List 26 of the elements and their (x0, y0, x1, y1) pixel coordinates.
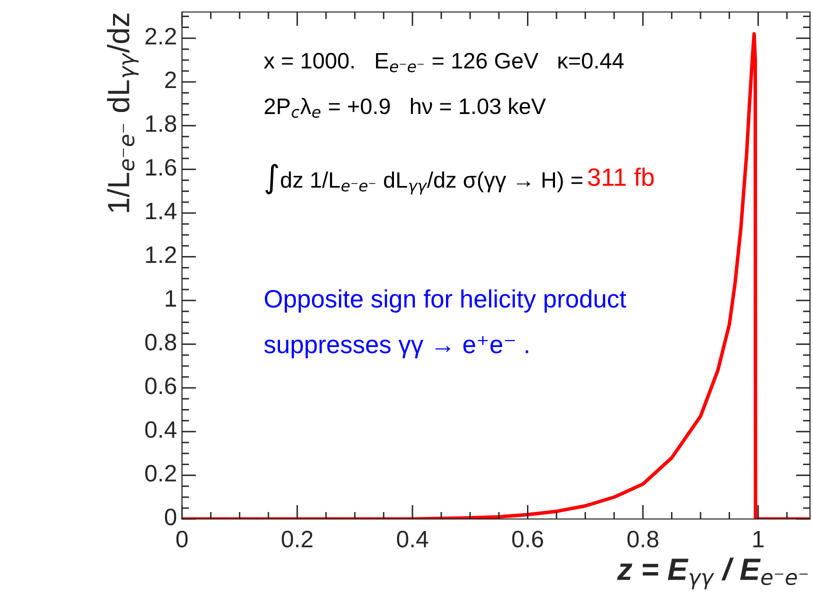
annotation: Opposite sign for helicity product (264, 289, 626, 313)
y-tick-label: 2.2 (146, 28, 176, 44)
annotation: 311 fb (588, 168, 654, 186)
annotation: ∫dz 1/L$_{e⁻e⁻}$ dL$_{γγ}$/dz σ(γγ → H) = (265, 164, 582, 195)
y-tick-label: 1.8 (146, 115, 176, 132)
x-tick-label: 1 (753, 530, 764, 548)
y-tick-label: 0.8 (145, 334, 176, 351)
y-tick-label: 1.2 (146, 246, 176, 263)
y-tick-label: 2 (165, 72, 176, 88)
y-tick-label: 0.4 (145, 421, 176, 438)
annotation: 2P$_{c}$λ$_{e}$ = +0.9 hν = 1.03 keV (264, 98, 546, 118)
y-tick-label: 1.6 (146, 158, 176, 176)
y-axis-title: 1/L$_{e⁻e⁻}$ dL$_{γγ}$/dz (106, 14, 139, 212)
x-tick-label: 0.6 (512, 530, 544, 548)
y-tick-label: 0 (164, 508, 176, 526)
x-tick-label: 0 (176, 530, 188, 548)
annotation: x = 1000. E$_{e⁻e⁻}$ = 126 GeV κ=0.44 (264, 52, 624, 72)
annotation: suppresses γγ → e⁺e⁻ . (264, 336, 528, 358)
x-tick-label: 0.4 (396, 530, 428, 548)
y-tick-label: 1 (166, 290, 176, 307)
y-tick-label: 0.2 (145, 464, 176, 482)
x-axis-title: z = E$_{γγ}$ / E$_{e⁻e⁻}$ (617, 558, 808, 590)
x-tick-label: 0.2 (282, 530, 312, 548)
y-tick-label: 0.6 (145, 378, 176, 394)
y-tick-label: 1.4 (146, 202, 176, 220)
x-tick-label: 0.8 (627, 530, 658, 548)
